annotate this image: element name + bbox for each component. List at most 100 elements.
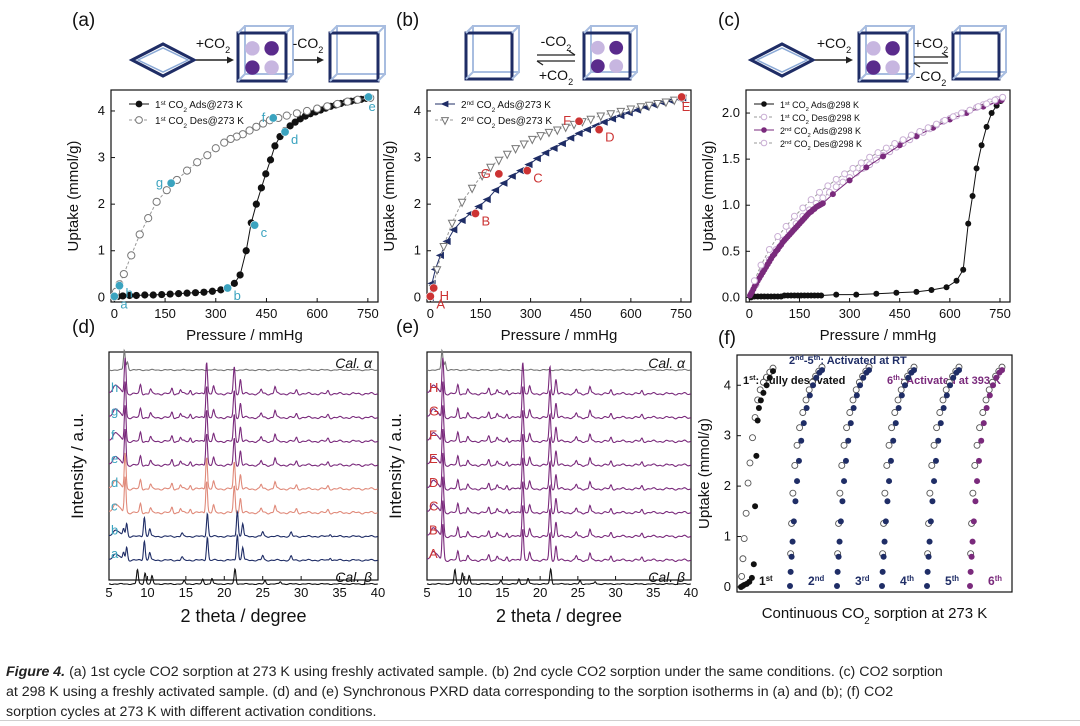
data-point xyxy=(536,132,546,141)
data-point xyxy=(482,195,491,204)
data-point xyxy=(761,101,767,107)
data-point xyxy=(524,160,533,169)
data-point xyxy=(257,184,265,192)
marker-point-h xyxy=(114,281,124,291)
cube-loaded-icon-front xyxy=(582,31,632,81)
series-a-2: a b c d e f g h xyxy=(109,92,376,311)
trace-label-A: A xyxy=(429,546,438,561)
schematic-c-step-1-part: 2 xyxy=(846,45,851,55)
y-tick-label: 4 xyxy=(98,103,105,118)
data-point xyxy=(892,420,899,427)
x-axis-label: Pressure / mmHg xyxy=(501,327,618,344)
data-point xyxy=(849,164,857,172)
x-tick-label: 750 xyxy=(357,306,379,321)
point-label-A: A xyxy=(436,296,445,311)
x-tick-label: 0 xyxy=(111,306,118,321)
panel-label-2: (c) xyxy=(718,10,740,31)
legend-entry-1: 2nd CO2 Des@273 K xyxy=(461,116,552,130)
cube-loaded-icon-edge xyxy=(285,25,294,34)
data-point xyxy=(824,182,832,190)
data-point xyxy=(974,478,981,485)
data-point xyxy=(840,441,848,449)
x-tick-label: 10 xyxy=(457,585,471,600)
annotation-cycle-6-part: th xyxy=(893,374,900,382)
pxrd-trace-A xyxy=(426,524,691,563)
data-point xyxy=(754,417,761,424)
data-point xyxy=(943,284,950,291)
data-point xyxy=(182,166,192,175)
data-point xyxy=(653,99,662,109)
point-label-f: f xyxy=(262,110,266,125)
co2-molecule-icon xyxy=(866,60,881,75)
data-point xyxy=(125,291,134,300)
data-point xyxy=(841,478,848,485)
cube-loaded-icon-front xyxy=(857,31,909,83)
data-point xyxy=(574,129,583,137)
data-point xyxy=(252,200,260,208)
data-point xyxy=(200,288,208,296)
series-b-1 xyxy=(428,94,688,294)
y-tick-label: 1.5 xyxy=(722,151,740,166)
data-point xyxy=(644,101,654,111)
trace-label-b: b xyxy=(111,522,118,537)
legend-entry-0-part: 2 xyxy=(183,107,187,114)
data-point xyxy=(132,291,140,300)
data-point xyxy=(217,286,225,294)
data-point xyxy=(971,462,979,469)
data-point xyxy=(832,175,840,183)
data-point xyxy=(790,518,797,525)
schematic-c-step-3-part: -CO xyxy=(916,68,942,84)
data-point xyxy=(973,441,981,449)
data-point xyxy=(986,392,993,399)
data-point xyxy=(457,198,467,208)
data-point xyxy=(974,103,982,111)
caption-line-3: sorption cycles at 273 K with different … xyxy=(6,704,377,720)
data-point xyxy=(226,134,235,144)
legend-entry-2-part: 2 xyxy=(808,133,811,139)
diamond-framework-icon xyxy=(747,42,817,78)
data-point xyxy=(586,115,596,125)
co2-molecule-icon xyxy=(590,59,605,74)
data-point xyxy=(967,582,973,589)
schematic-a-step-1: +CO2 xyxy=(196,35,230,55)
data-point xyxy=(742,509,750,517)
data-point xyxy=(502,150,512,160)
data-point xyxy=(866,367,872,374)
cube-empty-icon-front xyxy=(951,31,1001,81)
data-point xyxy=(829,191,836,198)
data-point xyxy=(956,367,962,374)
x-tick-label: 20 xyxy=(533,585,547,600)
data-point xyxy=(477,172,487,181)
data-point xyxy=(985,386,993,394)
data-point xyxy=(766,374,773,381)
data-point xyxy=(606,110,616,120)
trace-label-Cal. β: Cal. β xyxy=(648,569,685,585)
data-point xyxy=(790,212,798,220)
data-point xyxy=(467,184,477,194)
schematic-a-step-1-part: +CO xyxy=(196,35,225,51)
cycle-label-4th-part: 4 xyxy=(900,574,907,588)
data-point xyxy=(911,367,917,374)
data-point xyxy=(750,277,758,285)
x-tick-label: 600 xyxy=(939,306,961,321)
pxrd-trace-Cal. α xyxy=(108,348,378,372)
data-point xyxy=(863,164,870,171)
panel-label-1: (b) xyxy=(396,10,419,31)
data-point xyxy=(965,220,972,227)
schematic-b: -CO2+CO2 xyxy=(464,25,638,87)
data-point xyxy=(323,102,332,111)
cube-empty-icon-front xyxy=(328,31,380,83)
data-point xyxy=(793,441,801,449)
data-point xyxy=(841,170,849,178)
data-point xyxy=(447,219,457,229)
marker-point-d xyxy=(280,127,290,137)
data-point xyxy=(802,396,810,404)
cube-empty-icon-edge xyxy=(329,73,338,82)
point-label-D: D xyxy=(605,130,614,145)
data-point xyxy=(343,97,352,106)
y-tick-label: 1 xyxy=(724,529,731,544)
point-label-C: C xyxy=(533,171,542,186)
legend-entry-1-part: 2 xyxy=(183,123,187,130)
data-point xyxy=(806,392,813,399)
